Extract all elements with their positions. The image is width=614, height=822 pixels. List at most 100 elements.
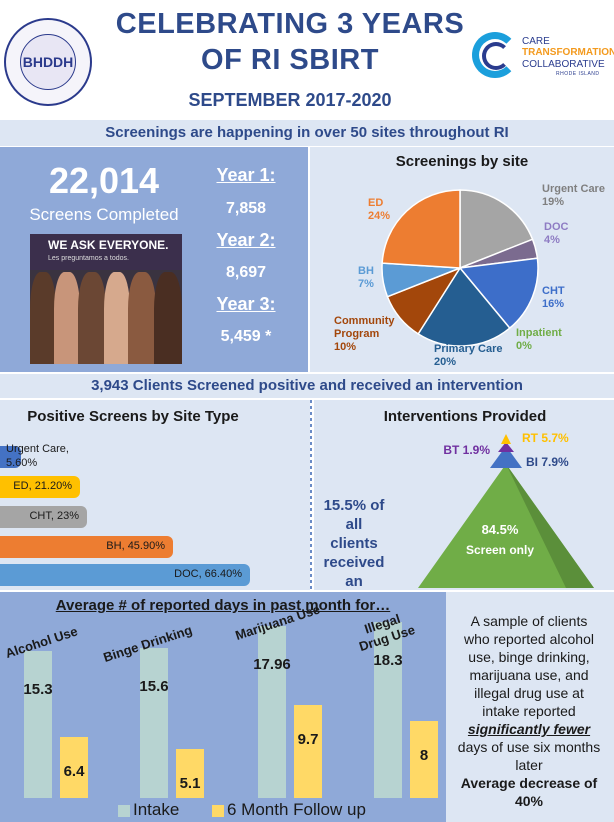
total-screens-caption: Screens Completed: [29, 205, 179, 224]
swirl-icon: [472, 32, 518, 78]
pyramid-bt: [498, 442, 514, 452]
year-1-value: 7,858: [225, 200, 267, 217]
summary-line-1: A sample of clients: [470, 613, 588, 629]
summary-text: A sample of clients who reported alcohol…: [446, 612, 612, 810]
legend-intake: Intake: [118, 800, 179, 820]
pyramid-label-bi: BI 7.9%: [526, 455, 569, 469]
summary-line-2: who reported alcohol: [464, 631, 594, 647]
page-title: CELEBRATING 3 YEARS OF RI SBIRT: [100, 6, 480, 78]
followup-swatch: [212, 804, 224, 817]
year-1-label: Year 1:: [216, 165, 276, 185]
pie-label-cht: CHT 16%: [542, 285, 565, 310]
hbar-label-bh: BH, 45.90%: [106, 540, 165, 552]
we-ask-everyone-photo: WE ASK EVERYONE. Les preguntamos a todos…: [30, 234, 182, 364]
logo-text-collaborative: COLLABORATIVE: [522, 59, 605, 70]
legend-followup-label: 6 Month Follow up: [227, 800, 366, 819]
followup-bar-illegal-drug-use: [410, 721, 438, 798]
pie-slice-cht: [458, 257, 539, 330]
hbar-bh: [0, 536, 173, 558]
pie-label-ed: ED 24%: [368, 197, 390, 222]
followup-value-binge-drinking: 5.1: [179, 775, 201, 792]
pie-chart-title: Screenings by site: [395, 153, 529, 170]
summary-decrease-line-1: Average decrease of: [460, 775, 598, 791]
hbar-ed: [0, 476, 80, 498]
pyramid-label-rt: RT 5.7%: [522, 431, 569, 445]
followup-bar-binge-drinking: [176, 749, 204, 798]
pie-label-primary-care: Primary Care 20%: [434, 343, 503, 368]
followup-value-marijuana-use: 9.7: [297, 731, 319, 748]
positive-banner: 3,943 Clients Screened positive and rece…: [0, 374, 614, 398]
note-line-2: clients: [330, 535, 378, 552]
year-2-value: 8,697: [225, 264, 267, 281]
summary-line-5: illegal drug use at: [474, 685, 584, 701]
hbar-urgent-care: [0, 446, 21, 468]
pie-label-community-program: Community Program 10%: [334, 315, 395, 353]
year-3-value: 5,459 *: [220, 328, 272, 345]
face-2: [54, 272, 80, 364]
title-line-2: OF RI SBIRT: [201, 44, 379, 76]
pyramid-label-bt: BT 1.9%: [443, 443, 490, 457]
page-subtitle: SEPTEMBER 2017-2020: [188, 90, 392, 110]
hbar-cht: [0, 506, 87, 528]
followup-value-illegal-drug-use: 8: [419, 747, 429, 764]
year-2-label: Year 2:: [216, 230, 276, 250]
summary-line-4: marijuana use, and: [469, 667, 589, 683]
hbar-label-cht: CHT, 23%: [29, 510, 79, 522]
followup-bar-alcohol-use: [60, 737, 88, 798]
interventions-pyramid: RT 5.7% BT 1.9% BI 7.9% 84.5% Screen only: [418, 431, 594, 588]
sites-banner: Screenings are happening in over 50 site…: [0, 120, 614, 146]
pie-slice-urgent-care: [459, 189, 534, 270]
panel-divider: [310, 400, 312, 590]
pie-chart: Urgent Care 19% DOC 4% CHT 16% Inpatient 0% Prim…: [334, 183, 605, 368]
interventions-title: Interventions Provided: [383, 408, 547, 425]
swirl-inner-icon: [482, 42, 510, 70]
pyramid-label-screen-only-value: 84.5%: [482, 522, 519, 537]
summary-line-7: days of use six months: [457, 739, 601, 755]
year-3-label: Year 3:: [216, 294, 276, 314]
average-days-title: Average # of reported days in past month…: [55, 597, 391, 614]
pyramid-screen-only: [418, 464, 594, 588]
note-line-1: 15.5% of all: [323, 497, 385, 533]
pie-label-inpatient: Inpatient 0%: [516, 327, 562, 352]
intake-swatch: [118, 804, 130, 817]
photo-heading: WE ASK EVERYONE.: [48, 238, 169, 252]
pie-label-bh: BH 7%: [358, 265, 374, 290]
logo-text-transformation: TRANSFORMATION: [522, 47, 614, 58]
pyramid-label-screen-only: Screen only: [466, 543, 534, 557]
intake-value-alcohol-use: 15.3: [23, 681, 53, 698]
legend-intake-label: Intake: [133, 800, 180, 819]
seal-icon: [20, 34, 76, 90]
summary-line-3: use, binge drinking,: [468, 649, 590, 665]
followup-bar-marijuana-use: [294, 705, 322, 798]
pyramid-screen-only-side: [506, 464, 594, 588]
followup-value-alcohol-use: 6.4: [63, 763, 85, 780]
summary-decrease-line-2: 40%: [514, 793, 544, 809]
face-1: [30, 272, 56, 364]
photo-header: WE ASK EVERYONE. Les preguntamos a todos…: [30, 234, 182, 270]
pyramid-bi: [490, 446, 522, 468]
care-transformation-logo: CARE TRANSFORMATION COLLABORATIVE RHODE …: [470, 30, 614, 90]
bhddh-logo: BHDDH: [4, 18, 92, 106]
positive-screens-title: Positive Screens by Site Type: [27, 408, 239, 425]
pyramid-rt: [501, 434, 511, 444]
face-3: [78, 272, 106, 364]
summary-emphasis: significantly fewer: [467, 721, 591, 737]
hbar-label-ed: ED, 21.20%: [13, 480, 72, 492]
pie-slice-ed: [381, 189, 461, 269]
pie-label-doc: DOC 4%: [544, 221, 569, 246]
bhddh-logo-text: BHDDH: [22, 54, 74, 70]
face-5: [128, 272, 156, 364]
face-4: [104, 272, 130, 364]
hbar-doc: [0, 564, 250, 586]
summary-line-6: intake reported: [482, 703, 576, 719]
face-6: [154, 272, 182, 364]
pie-slice-primary-care: [417, 266, 511, 347]
logo-text-rhode-island: RHODE ISLAND: [556, 71, 600, 77]
legend-followup: 6 Month Follow up: [212, 800, 366, 820]
pie-label-urgent-care: Urgent Care 19%: [542, 183, 605, 208]
intake-value-binge-drinking: 15.6: [139, 678, 169, 695]
intake-bar-illegal-drug-use: [374, 622, 402, 798]
photo-subheading: Les preguntamos a todos.: [48, 255, 129, 262]
logo-text-care: CARE: [522, 36, 550, 47]
intake-value-marijuana-use: 17.96: [253, 656, 291, 673]
